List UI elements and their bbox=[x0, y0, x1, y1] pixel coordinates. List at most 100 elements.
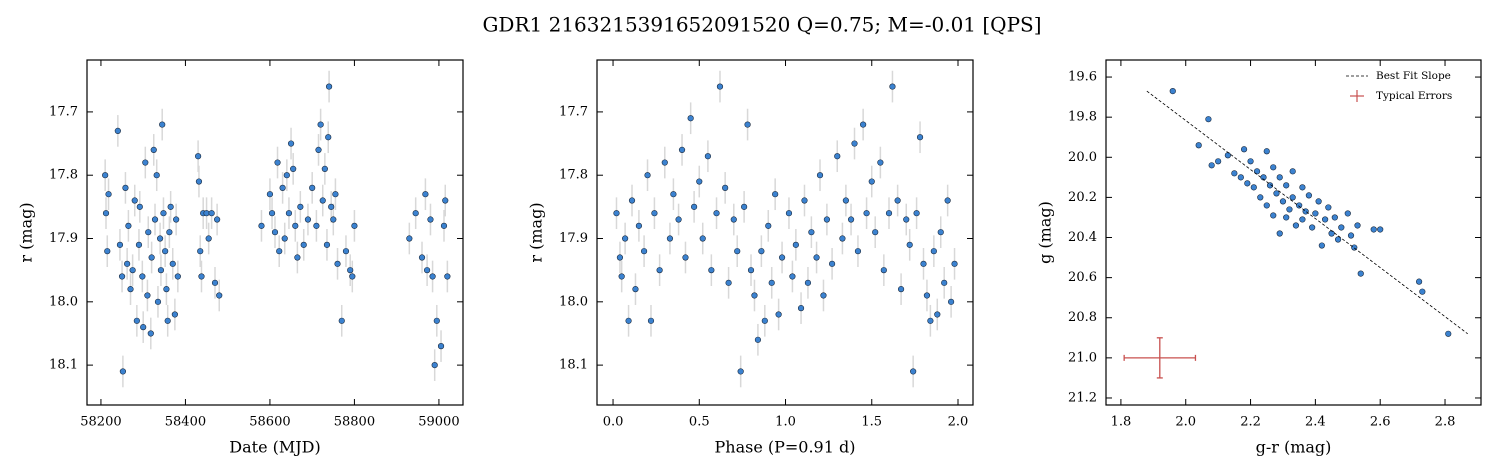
data-point bbox=[151, 216, 159, 223]
y-tick-label: 19.6 bbox=[1068, 70, 1097, 85]
data-point bbox=[916, 134, 924, 141]
data-point bbox=[330, 216, 337, 223]
data-point bbox=[632, 286, 639, 293]
data-point bbox=[332, 191, 339, 198]
data-point bbox=[1325, 204, 1332, 211]
data-point bbox=[159, 121, 166, 128]
data-point bbox=[1250, 184, 1257, 191]
data-point bbox=[613, 210, 620, 217]
y-axis-label: g (mag) bbox=[1036, 201, 1055, 264]
data-point bbox=[906, 241, 913, 248]
data-point bbox=[290, 165, 297, 172]
data-point bbox=[923, 292, 931, 299]
data-point bbox=[285, 210, 293, 217]
data-point bbox=[1276, 230, 1283, 237]
data-point bbox=[1312, 210, 1319, 217]
x-tick-label: 1.8 bbox=[1111, 415, 1132, 430]
data-point bbox=[678, 146, 686, 153]
data-point bbox=[751, 292, 758, 299]
data-point bbox=[154, 298, 162, 305]
y-tick-label: 17.7 bbox=[49, 104, 78, 119]
data-point bbox=[944, 197, 951, 204]
data-point bbox=[941, 279, 948, 286]
data-point bbox=[730, 216, 737, 223]
data-point bbox=[725, 279, 732, 286]
data-point bbox=[1231, 170, 1238, 177]
data-point bbox=[104, 248, 111, 255]
data-point bbox=[351, 222, 358, 229]
x-tick-label: 2.0 bbox=[948, 415, 969, 430]
data-point bbox=[309, 184, 316, 191]
data-point bbox=[947, 298, 955, 305]
data-point bbox=[338, 317, 345, 324]
data-point bbox=[144, 292, 151, 299]
data-point bbox=[1169, 87, 1176, 95]
data-point bbox=[433, 317, 440, 324]
data-point bbox=[349, 273, 356, 280]
data-point bbox=[1309, 224, 1316, 231]
data-point bbox=[145, 229, 152, 236]
y-tick-label: 21.0 bbox=[1068, 350, 1097, 365]
data-point bbox=[1315, 198, 1322, 205]
data-point bbox=[910, 368, 917, 375]
data-point bbox=[198, 273, 205, 280]
data-point bbox=[323, 241, 331, 248]
data-point bbox=[274, 159, 281, 166]
data-point bbox=[118, 273, 126, 280]
data-point bbox=[205, 235, 212, 242]
data-point bbox=[174, 273, 181, 280]
data-point bbox=[1279, 198, 1287, 205]
data-point bbox=[279, 184, 286, 191]
y-axis-label: r (mag) bbox=[527, 202, 546, 262]
data-point bbox=[828, 260, 836, 267]
data-point bbox=[304, 216, 312, 223]
data-point bbox=[863, 210, 870, 217]
data-point bbox=[127, 286, 134, 293]
data-point bbox=[628, 197, 636, 204]
data-point bbox=[164, 317, 171, 324]
data-point bbox=[173, 216, 180, 223]
data-point bbox=[1208, 162, 1215, 169]
data-point bbox=[758, 248, 765, 255]
data-point bbox=[847, 216, 855, 223]
x-axis-label: Phase (P=0.91 d) bbox=[715, 438, 856, 457]
data-point bbox=[1224, 152, 1231, 159]
data-point bbox=[163, 286, 170, 293]
data-point bbox=[644, 172, 651, 179]
y-tick-label: 17.9 bbox=[49, 231, 78, 246]
data-point bbox=[741, 203, 748, 210]
data-point bbox=[1195, 142, 1202, 149]
data-point bbox=[313, 222, 320, 229]
axes-frame bbox=[596, 59, 974, 406]
x-tick-label: 58400 bbox=[165, 415, 206, 430]
data-point bbox=[1289, 194, 1296, 201]
data-point bbox=[268, 210, 276, 217]
data-point bbox=[666, 235, 674, 242]
data-point bbox=[171, 311, 178, 318]
data-point bbox=[105, 191, 112, 198]
data-point bbox=[1263, 202, 1270, 209]
data-point bbox=[1283, 182, 1290, 189]
data-point bbox=[1331, 214, 1338, 221]
data-point bbox=[276, 248, 283, 255]
data-point bbox=[147, 330, 154, 337]
data-point bbox=[423, 267, 431, 274]
data-point bbox=[1347, 232, 1355, 239]
data-point bbox=[785, 210, 793, 217]
data-point bbox=[747, 267, 755, 274]
data-point bbox=[325, 83, 333, 90]
figure-title: GDR1 2163215391652091520 Q=0.75; M=-0.01… bbox=[482, 13, 1041, 37]
x-tick-label: 0.5 bbox=[689, 415, 710, 430]
data-point bbox=[1289, 168, 1296, 175]
data-point bbox=[287, 140, 295, 147]
data-point bbox=[1257, 194, 1264, 201]
data-point bbox=[951, 260, 958, 267]
data-point bbox=[647, 317, 655, 324]
data-point bbox=[195, 178, 203, 185]
data-point bbox=[872, 229, 879, 236]
data-point bbox=[839, 235, 846, 242]
data-point bbox=[119, 368, 127, 375]
data-point bbox=[1270, 164, 1277, 171]
data-point bbox=[713, 210, 720, 217]
data-point bbox=[801, 197, 808, 204]
